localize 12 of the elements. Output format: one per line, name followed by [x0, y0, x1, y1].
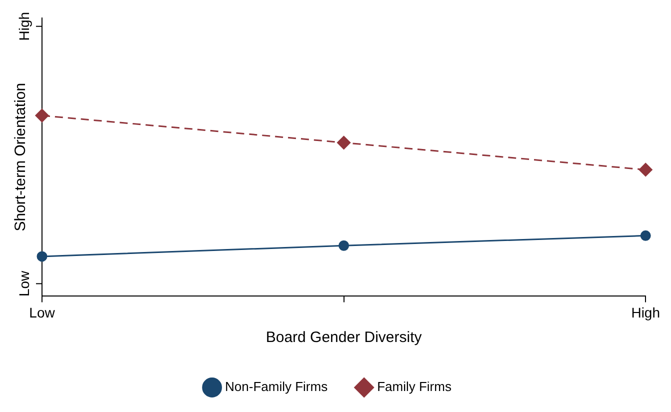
- legend-label: Non-Family Firms: [225, 379, 328, 394]
- legend-label: Family Firms: [377, 379, 452, 394]
- point: [338, 240, 350, 251]
- point: [337, 136, 351, 150]
- point: [35, 108, 49, 122]
- point: [640, 230, 651, 241]
- point: [36, 251, 48, 262]
- text: High: [16, 12, 32, 41]
- point: [638, 162, 652, 176]
- y-axis-title: Short-term Orientation: [12, 82, 30, 232]
- x-axis-title: Board Gender Diversity: [266, 329, 422, 346]
- text: Low: [16, 270, 32, 297]
